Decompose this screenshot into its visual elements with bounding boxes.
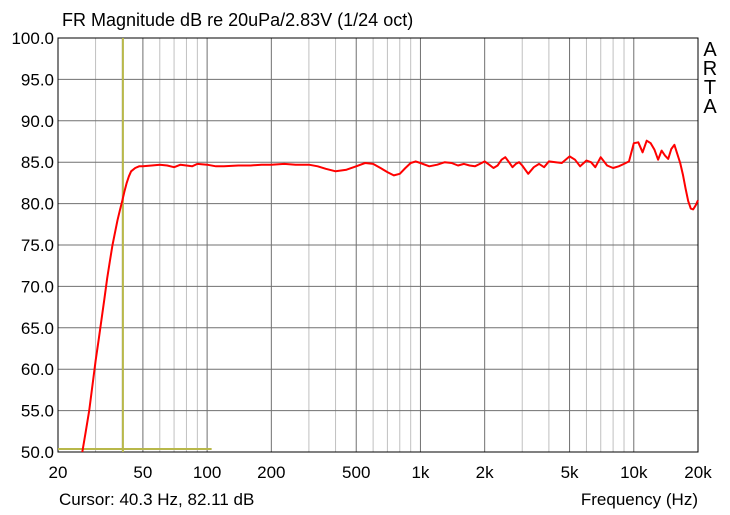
y-tick-label: 65.0 — [21, 319, 54, 338]
x-tick-label: 10k — [620, 463, 648, 482]
y-tick-label: 70.0 — [21, 277, 54, 296]
x-tick-label: 20k — [684, 463, 712, 482]
y-tick-label: 80.0 — [21, 195, 54, 214]
x-tick-label: 100 — [193, 463, 221, 482]
frequency-response-line — [81, 139, 699, 453]
x-tick-label: 2k — [476, 463, 494, 482]
series-layer — [81, 139, 699, 453]
x-tick-label: 1k — [411, 463, 429, 482]
plot-frame — [57, 37, 699, 453]
logo-letter: A — [703, 96, 717, 118]
y-tick-label: 85.0 — [21, 153, 54, 172]
x-axis-ticks: 20 50 100 200 500 1k 2k 5k 10k 20k — [49, 463, 713, 482]
y-tick-label: 60.0 — [21, 360, 54, 379]
y-axis-ticks: 100.0 95.0 90.0 85.0 80.0 75.0 70.0 65.0 60.0 55.… — [11, 29, 54, 462]
y-tick-label: 55.0 — [21, 402, 54, 421]
y-tick-label: 50.0 — [21, 443, 54, 462]
x-tick-label: 500 — [342, 463, 370, 482]
x-tick-label: 20 — [49, 463, 68, 482]
logo-letter: T — [704, 77, 716, 99]
x-axis-label: Frequency (Hz) — [581, 490, 698, 509]
x-tick-label: 50 — [133, 463, 152, 482]
x-tick-label: 5k — [561, 463, 579, 482]
logo-letter: A — [703, 39, 717, 61]
cursor-readout: Cursor: 40.3 Hz, 82.11 dB — [59, 490, 254, 509]
chart-title: FR Magnitude dB re 20uPa/2.83V (1/24 oct… — [62, 10, 413, 30]
logo-letter: R — [703, 58, 717, 80]
x-tick-label: 200 — [257, 463, 285, 482]
y-tick-label: 75.0 — [21, 236, 54, 255]
y-tick-label: 95.0 — [21, 70, 54, 89]
y-tick-label: 100.0 — [11, 29, 54, 48]
y-tick-label: 90.0 — [21, 112, 54, 131]
major-gridlines — [58, 38, 698, 452]
